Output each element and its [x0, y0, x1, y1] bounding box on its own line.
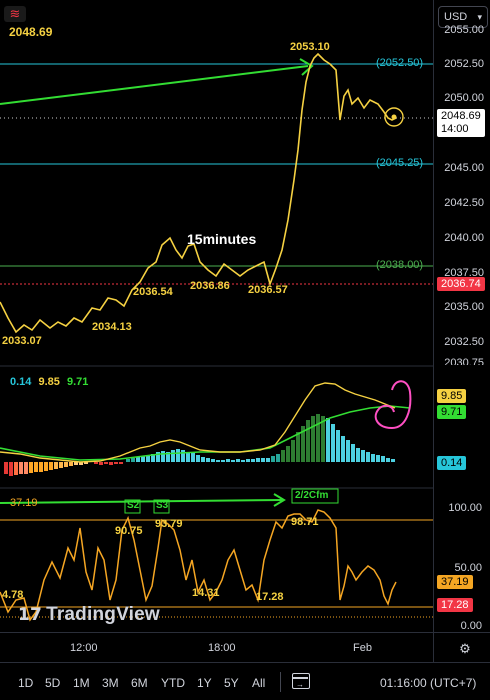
axis-tick: 2052.50 [444, 58, 484, 70]
rsi-panel [0, 488, 433, 622]
point-label-2: 2034.13 [92, 321, 132, 333]
last-price-label: 2048.69 [9, 25, 53, 39]
macd-line [0, 382, 396, 463]
price-panel [0, 52, 433, 334]
rsi-point-98-71: 98.71 [291, 516, 319, 528]
rsi-point-4-78: 4.78 [2, 589, 24, 601]
s2-label: S2 [127, 500, 140, 511]
axis-tick: 2042.50 [444, 197, 484, 209]
current-price-marker [384, 107, 404, 127]
rsi-point-90-75: 90.75 [115, 525, 143, 537]
red-level-badge: 2036.74 [437, 277, 485, 291]
axis-tick: 2032.50 [444, 336, 484, 348]
countdown-value: 14:00 [441, 123, 469, 135]
macd-panel [0, 365, 433, 489]
currency-label: USD [444, 11, 468, 23]
divider [280, 672, 281, 692]
rsi-axis-50: 50.00 [454, 562, 482, 574]
range-1m[interactable]: 1M [73, 676, 90, 690]
macd-value-3: 9.71 [66, 376, 89, 388]
point-label-3: 2036.54 [133, 286, 173, 298]
rsi-point-17-28: 17.28 [256, 591, 284, 603]
s2-box [124, 499, 141, 514]
rsi-point-14-31: 14.31 [192, 587, 220, 599]
s3-box [153, 499, 170, 514]
range-5d[interactable]: 5D [45, 676, 61, 690]
annotation-title: 15minutes [187, 231, 257, 247]
current-price-value: 2048.69 [441, 110, 481, 122]
macd-badge-yellow: 9.85 [437, 389, 467, 403]
range-all[interactable]: All [252, 676, 266, 690]
s3-label: S3 [156, 500, 169, 511]
axis-tick: 2050.00 [444, 92, 484, 104]
rsi-axis-100: 100.00 [448, 502, 482, 514]
currency-dropdown[interactable]: USD ▾ [438, 6, 488, 28]
tradingview-wordmark: TradingView [46, 604, 160, 625]
time-axis-label: 12:00 [70, 642, 98, 654]
axis-tick: 2037.50 [444, 267, 484, 279]
range-5y[interactable]: 5Y [224, 676, 239, 690]
macd-value-1: 0.14 [10, 376, 32, 388]
rsi-axis-0: 0.00 [460, 620, 482, 632]
chart-canvas[interactable] [0, 0, 433, 662]
level-label-2038-00: (2038.00) [376, 259, 424, 271]
tradingview-logo-icon: 𝟭𝟳 [18, 605, 43, 624]
rsi-green-arrow [0, 499, 283, 504]
axis-tick: 2055.00 [444, 24, 484, 36]
time-axis-label: Feb [353, 642, 372, 654]
macd-legend: 0.14 9.85 9.71 [10, 376, 88, 388]
macd-histogram [4, 414, 395, 476]
trend-arrow [0, 65, 309, 105]
rsi-badge-red: 17.28 [437, 598, 473, 612]
point-label-4: 2036.86 [190, 280, 230, 292]
peak-label: 2053.10 [290, 41, 330, 53]
macd-badge-green: 9.71 [437, 405, 467, 419]
axis-tick: 2040.00 [444, 232, 484, 244]
range-ytd[interactable]: YTD [161, 676, 185, 690]
tradingview-watermark: 𝟭𝟳 TradingView [18, 604, 160, 626]
signal-box-label: 2/2Cfm [295, 490, 329, 501]
macd-signal-line [0, 405, 411, 461]
axis-tick: 2035.00 [444, 301, 484, 313]
price-line [0, 52, 397, 334]
range-3m[interactable]: 3M [102, 676, 119, 690]
rsi-line [0, 509, 397, 622]
settings-icon[interactable]: ⚙ [459, 641, 471, 656]
rsi-point-93-79: 93.79 [155, 518, 183, 530]
clock[interactable]: 01:16:00 (UTC+7) [380, 676, 477, 690]
bottom-toolbar [0, 662, 490, 700]
range-1y[interactable]: 1Y [197, 676, 212, 690]
axis-tick: 2030.75 [444, 358, 484, 365]
macd-value-2: 9.85 [38, 376, 60, 388]
point-label-5: 2036.57 [248, 284, 288, 296]
price-axis-divider [433, 0, 434, 662]
time-axis-label: 18:00 [208, 642, 236, 654]
trend-arrow-head [299, 58, 314, 76]
current-price-badge: 2048.69 14:00 [437, 109, 485, 137]
level-label-2052-50: (2052.50) [376, 57, 424, 69]
calendar-goto-icon[interactable]: → [292, 673, 310, 689]
level-label-2045-25: (2045.25) [376, 157, 424, 169]
signal-box [291, 488, 339, 504]
time-axis-divider [0, 632, 490, 633]
range-6m[interactable]: 6M [131, 676, 148, 690]
pink-annotation-circle [374, 380, 412, 430]
rsi-current-value: 37.19 [10, 497, 38, 509]
chevron-down-icon: ▾ [477, 11, 482, 22]
range-1d[interactable]: 1D [18, 676, 34, 690]
point-label-1: 2033.07 [2, 335, 42, 347]
rsi-badge-orange: 37.19 [437, 575, 473, 589]
logo-icon: ≋ [4, 6, 26, 22]
macd-badge-cyan: 0.14 [437, 456, 467, 470]
axis-tick: 2045.00 [444, 162, 484, 174]
